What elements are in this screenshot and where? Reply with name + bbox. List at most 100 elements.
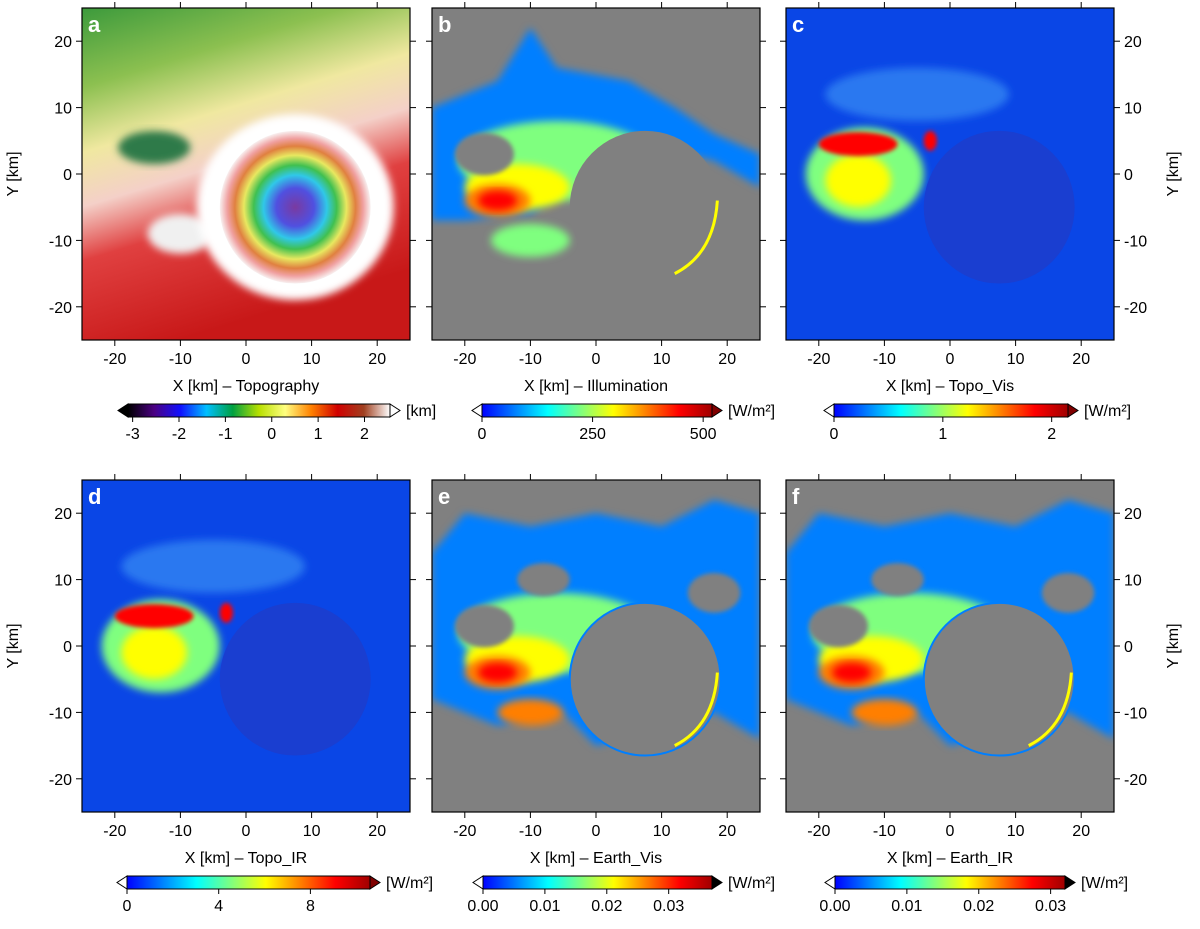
colorbar-tick-label: -1 [218, 426, 232, 443]
x-tick-label: 10 [653, 351, 671, 368]
x-tick-label: -20 [807, 351, 830, 368]
x-tick-label: 20 [718, 823, 736, 840]
y-tick-label: 0 [63, 639, 72, 656]
colorbar [126, 875, 371, 890]
colorbar [833, 403, 1069, 418]
y-tick-label: -20 [1124, 300, 1147, 317]
x-tick-label: -20 [453, 351, 476, 368]
colorbar-tick-label: -2 [172, 426, 186, 443]
colorbar-tick-label: 0 [267, 426, 276, 443]
map-shading [808, 604, 868, 648]
map-shading [517, 563, 570, 597]
x-tick-label: 10 [653, 823, 671, 840]
map-shading [831, 662, 872, 683]
colorbar-tick-label: 250 [579, 426, 606, 443]
map-shading [674, 200, 719, 275]
map-shading [454, 132, 514, 176]
map-shading [871, 563, 924, 597]
colorbar-tick-label: 1 [938, 426, 947, 443]
colorbar-unit: [W/m²] [1081, 875, 1128, 892]
colorbar-extend [1064, 875, 1076, 890]
colorbar-extend [711, 403, 723, 418]
colorbar-extend [823, 403, 835, 418]
map-shading [219, 130, 371, 284]
map-shading [121, 626, 187, 680]
colorbar-tick-label: 0.03 [653, 898, 684, 915]
map-shading [491, 223, 570, 257]
y-axis-label: Y [km] [1165, 623, 1182, 668]
y-tick-label: 20 [1124, 34, 1142, 51]
colorbar-tick-label: 8 [306, 898, 315, 915]
colorbar-extend [711, 875, 723, 890]
x-tick-label: 20 [1072, 351, 1090, 368]
x-tick-label: -20 [103, 823, 126, 840]
x-tick-label: 0 [946, 351, 955, 368]
y-tick-label: 10 [1124, 101, 1142, 118]
colorbar-extend [824, 875, 836, 890]
colorbar-extend [389, 403, 401, 418]
map [786, 8, 1114, 340]
colorbar-extend [117, 403, 129, 418]
colorbar-tick-label: 2 [360, 426, 369, 443]
map-shading [922, 601, 1076, 757]
y-tick-label: 0 [63, 167, 72, 184]
x-tick-label: 10 [1007, 351, 1025, 368]
x-tick-label: -20 [453, 823, 476, 840]
panel-label: a [88, 12, 101, 37]
x-axis-label: X [km] – Topography [173, 378, 319, 395]
y-tick-label: 20 [54, 34, 72, 51]
map-shading [568, 601, 722, 757]
y-tick-label: 10 [1124, 573, 1142, 590]
x-tick-label: 20 [1072, 823, 1090, 840]
colorbar-tick-label: 0 [478, 426, 487, 443]
y-axis-label: Y [km] [1165, 151, 1182, 196]
map-shading [477, 190, 518, 211]
map-shading [569, 130, 721, 284]
x-tick-label: 10 [303, 823, 321, 840]
map [786, 480, 1114, 812]
colorbar-extend [472, 875, 484, 890]
x-tick-label: 0 [592, 823, 601, 840]
colorbar [834, 875, 1066, 890]
y-tick-label: 10 [54, 573, 72, 590]
map-shading [674, 672, 719, 747]
map-shading [851, 699, 918, 726]
y-tick-label: 20 [54, 506, 72, 523]
map [432, 8, 760, 340]
map-shading [1041, 572, 1095, 613]
map-shading [825, 67, 1010, 121]
x-tick-label: -20 [103, 351, 126, 368]
colorbar-unit: [W/m²] [728, 403, 775, 420]
colorbar-unit: [km] [406, 403, 436, 420]
x-axis-label: X [km] – Illumination [524, 378, 668, 395]
y-tick-label: 10 [54, 101, 72, 118]
map [82, 480, 410, 812]
x-tick-label: -10 [873, 351, 896, 368]
colorbar-unit: [W/m²] [1084, 403, 1131, 420]
map-shading [825, 154, 891, 208]
panel-label: c [792, 12, 804, 37]
colorbar-extend [116, 875, 128, 890]
x-tick-label: -20 [807, 823, 830, 840]
colorbar [481, 403, 713, 418]
map [432, 480, 760, 812]
panel-label: f [792, 484, 800, 509]
y-tick-label: 20 [1124, 506, 1142, 523]
x-tick-label: 0 [242, 823, 251, 840]
map-shading [923, 130, 937, 151]
x-axis-label: X [km] – Earth_IR [887, 850, 1013, 867]
x-axis-label: X [km] – Earth_Vis [530, 850, 662, 867]
colorbar-tick-label: 500 [690, 426, 717, 443]
map-shading [121, 539, 306, 593]
x-tick-label: -10 [169, 351, 192, 368]
x-tick-label: 0 [242, 351, 251, 368]
x-tick-label: 20 [368, 823, 386, 840]
x-tick-label: -10 [519, 351, 542, 368]
y-tick-label: 0 [1124, 639, 1133, 656]
y-axis-label: Y [km] [5, 623, 22, 668]
x-tick-label: 10 [1007, 823, 1025, 840]
colorbar [127, 403, 391, 418]
colorbar-unit: [W/m²] [728, 875, 775, 892]
colorbar-extend [471, 403, 483, 418]
map-shading [147, 213, 214, 254]
